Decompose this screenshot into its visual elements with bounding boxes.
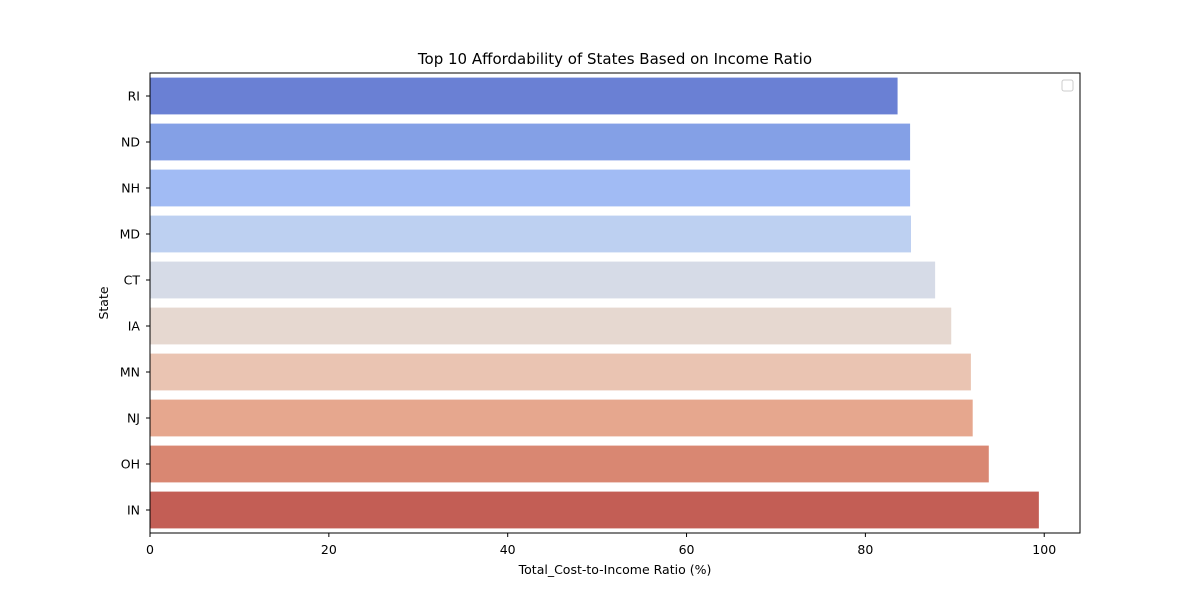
x-tick-label: 0 [146,542,154,557]
bars-group [150,77,1039,529]
legend-box [1061,79,1074,92]
bar-ri [150,77,898,115]
x-tick-label: 40 [500,542,516,557]
bar-nd [150,123,911,161]
bar-ia [150,307,952,345]
bar-mn [150,353,971,391]
x-tick-label: 20 [321,542,337,557]
bar-in [150,491,1039,529]
y-tick-label: MD [120,227,140,242]
x-tick-label: 60 [679,542,695,557]
bar-nj [150,399,973,437]
bar-md [150,215,911,253]
y-axis-label: State [96,286,111,319]
y-tick-label: ND [121,135,140,150]
chart-title: Top 10 Affordability of States Based on … [417,50,812,68]
x-tick-label: 80 [857,542,873,557]
plot-frame [149,72,1081,534]
y-ticks-group: RI ND NH MD CT IA MN NJ OH IN [120,89,150,518]
y-tick-label: OH [121,457,140,472]
y-tick-label: RI [128,89,140,104]
y-tick-label: NH [121,181,140,196]
y-tick-label: MN [120,365,140,380]
y-tick-label: CT [124,273,141,288]
bar-oh [150,445,989,483]
bar-ct [150,261,936,299]
x-tick-label: 100 [1032,542,1056,557]
y-tick-label: IN [127,503,140,518]
y-tick-label: IA [128,319,141,334]
x-axis-label: Total_Cost-to-Income Ratio (%) [518,562,712,577]
x-ticks-group: 0 20 40 60 80 100 [146,533,1056,557]
bar-nh [150,169,911,207]
y-tick-label: NJ [127,411,140,426]
